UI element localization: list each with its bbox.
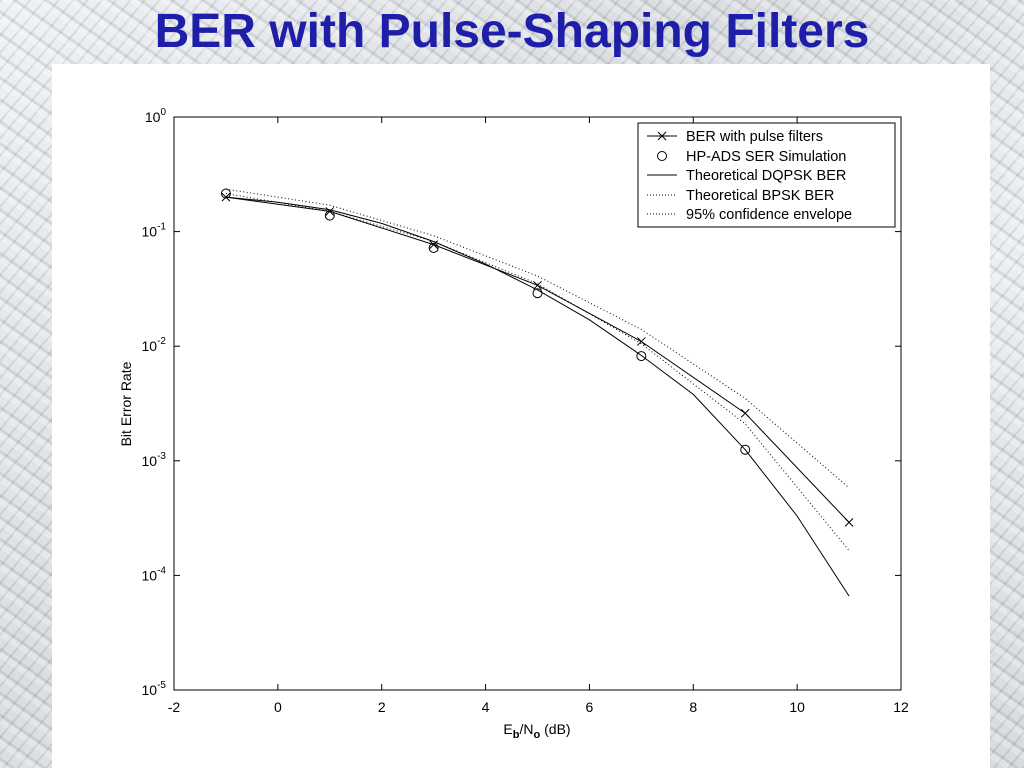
series-3-line — [225, 193, 850, 551]
series-2-line — [225, 196, 850, 597]
y-tick-label: 10-2 — [142, 336, 167, 354]
legend-box — [637, 122, 896, 228]
series-1-circle-marker — [532, 288, 543, 299]
x-tick-label: 0 — [274, 699, 282, 715]
y-tick-label: 10-1 — [142, 222, 167, 240]
y-tick-label: 10-3 — [142, 451, 167, 469]
y-tick-label: 10-5 — [142, 680, 167, 698]
series-layer — [220, 188, 854, 597]
legend-circle-marker — [657, 151, 667, 161]
x-axis: -2 0 2 4 6 8 10 12 — [168, 117, 909, 715]
x-tick-label: 6 — [586, 699, 594, 715]
legend-label-dqpsk: Theoretical DQPSK BER — [686, 168, 846, 184]
x-tick-label: 8 — [689, 699, 697, 715]
legend-label-bpsk: Theoretical BPSK BER — [686, 188, 834, 204]
y-axis: 100 10-1 10-2 10-3 10-4 10-5 — [142, 107, 901, 698]
x-axis-label: Eb/No (dB) — [503, 721, 570, 741]
y-tick-label: 10-4 — [142, 565, 167, 583]
series-0-x-marker — [429, 240, 438, 249]
series-0-x-marker — [740, 408, 750, 418]
series-0-x-marker — [844, 518, 854, 527]
x-tick-label: 2 — [378, 699, 386, 715]
legend-label-envelope: 95% confidence envelope — [686, 207, 852, 223]
ber-chart: -2 0 2 4 6 8 10 12 100 10-1 10-2 10-3 10-4 10-5 Bit … — [118, 107, 909, 741]
x-tick-label: 12 — [893, 699, 909, 715]
legend-label-hp-ads: HP-ADS SER Simulation — [686, 149, 846, 165]
legend-x-marker — [657, 131, 667, 141]
series-1-circle-marker — [636, 351, 647, 362]
figure-panel: -2 0 2 4 6 8 10 12 100 10-1 10-2 10-3 10-4 10-5 Bit … — [52, 64, 990, 768]
series-0-x-marker — [637, 337, 646, 346]
legend: BER with pulse filters HP-ADS SER Simula… — [637, 122, 896, 228]
y-tick-label: 100 — [145, 107, 167, 125]
legend-label-ber-pulse: BER with pulse filters — [686, 129, 823, 145]
x-tick-label: 4 — [482, 699, 490, 715]
series-4-line — [225, 188, 850, 489]
x-tick-label: -2 — [168, 699, 181, 715]
series-1-circle-marker — [428, 242, 439, 253]
x-tick-label: 10 — [789, 699, 805, 715]
slide-title: BER with Pulse-Shaping Filters — [154, 5, 870, 58]
series-1-circle-marker — [740, 444, 751, 455]
y-axis-label: Bit Error Rate — [118, 361, 134, 446]
